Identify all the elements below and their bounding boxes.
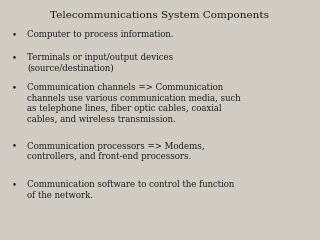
Text: •: • bbox=[12, 180, 17, 189]
Text: •: • bbox=[12, 142, 17, 151]
Text: •: • bbox=[12, 30, 17, 39]
Text: •: • bbox=[12, 53, 17, 62]
Text: Terminals or input/output devices
(source/destination): Terminals or input/output devices (sourc… bbox=[27, 53, 173, 72]
Text: Communication software to control the function
of the network.: Communication software to control the fu… bbox=[27, 180, 235, 200]
Text: Computer to process information.: Computer to process information. bbox=[27, 30, 174, 39]
Text: Communication channels => Communication
channels use various communication media: Communication channels => Communication … bbox=[27, 83, 241, 124]
Text: Telecommunications System Components: Telecommunications System Components bbox=[51, 11, 269, 20]
Text: •: • bbox=[12, 83, 17, 92]
Text: Communication processors => Modems,
controllers, and front-end processors.: Communication processors => Modems, cont… bbox=[27, 142, 205, 161]
